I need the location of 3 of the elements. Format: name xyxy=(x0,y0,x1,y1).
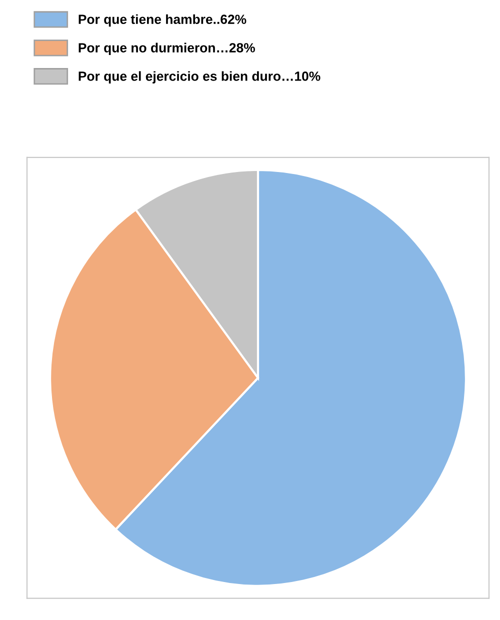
legend-label: Por que no durmieron…28% xyxy=(78,42,255,56)
legend-label: Por que el ejercicio es bien duro…10% xyxy=(78,71,320,84)
legend-label: Por que tiene hambre..62% xyxy=(78,14,246,27)
